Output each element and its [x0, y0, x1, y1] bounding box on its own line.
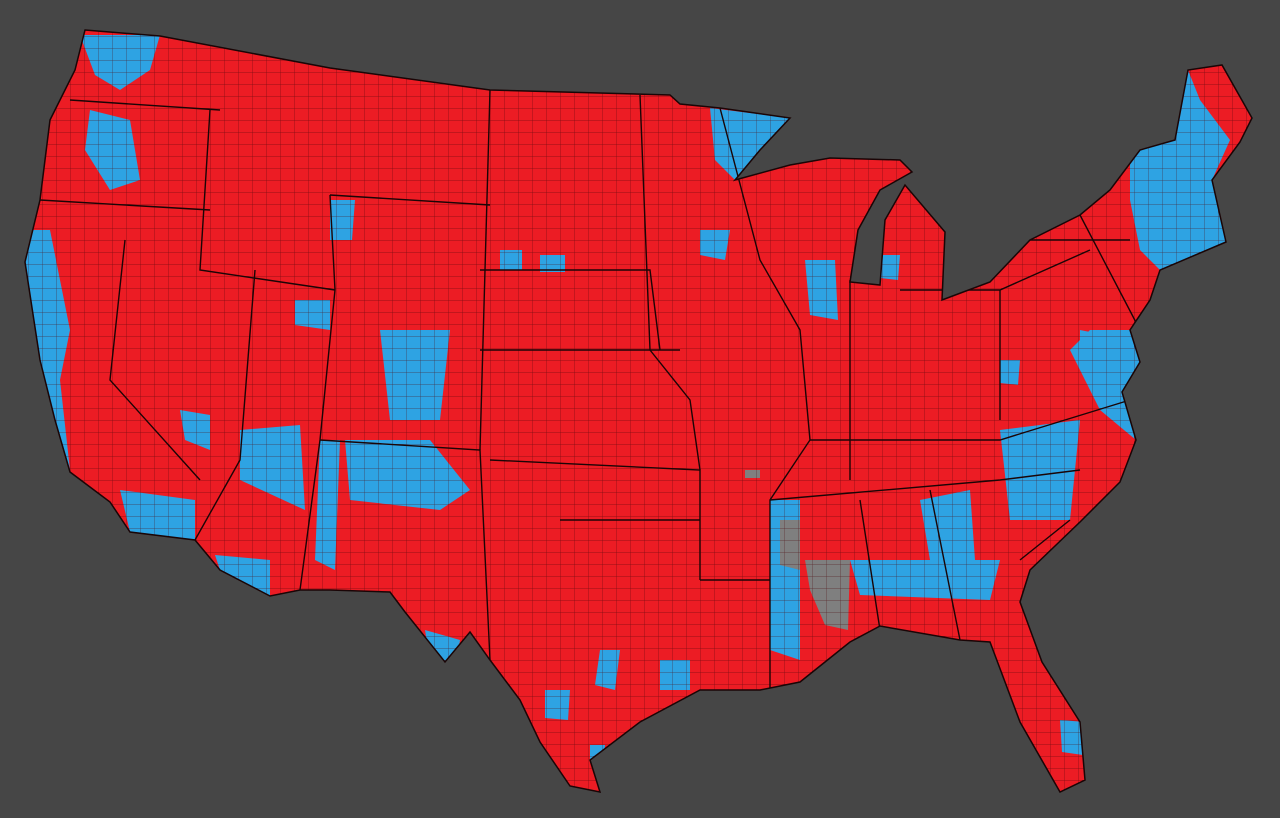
state-boundary-line — [1019, 519, 1071, 561]
state-boundary-line — [810, 399, 1131, 441]
national-border — [24, 29, 1253, 793]
state-boundary-line — [39, 199, 211, 211]
state-boundary-line — [1079, 214, 1141, 331]
state-boundary-line — [639, 94, 701, 471]
state-boundary-line — [194, 269, 256, 541]
state-boundary-line — [329, 194, 491, 206]
state-boundary-line — [480, 269, 661, 351]
state-boundary-line — [719, 107, 811, 690]
state-boundaries — [39, 89, 1141, 690]
state-boundary-line — [769, 469, 1081, 501]
state-boundary-line — [199, 109, 336, 291]
state-boundary-line — [109, 239, 201, 481]
state-boundary-line — [299, 194, 336, 591]
state-boundary-line — [929, 489, 961, 641]
state-boundary-line — [69, 99, 221, 111]
state-boundary-line — [859, 499, 881, 631]
